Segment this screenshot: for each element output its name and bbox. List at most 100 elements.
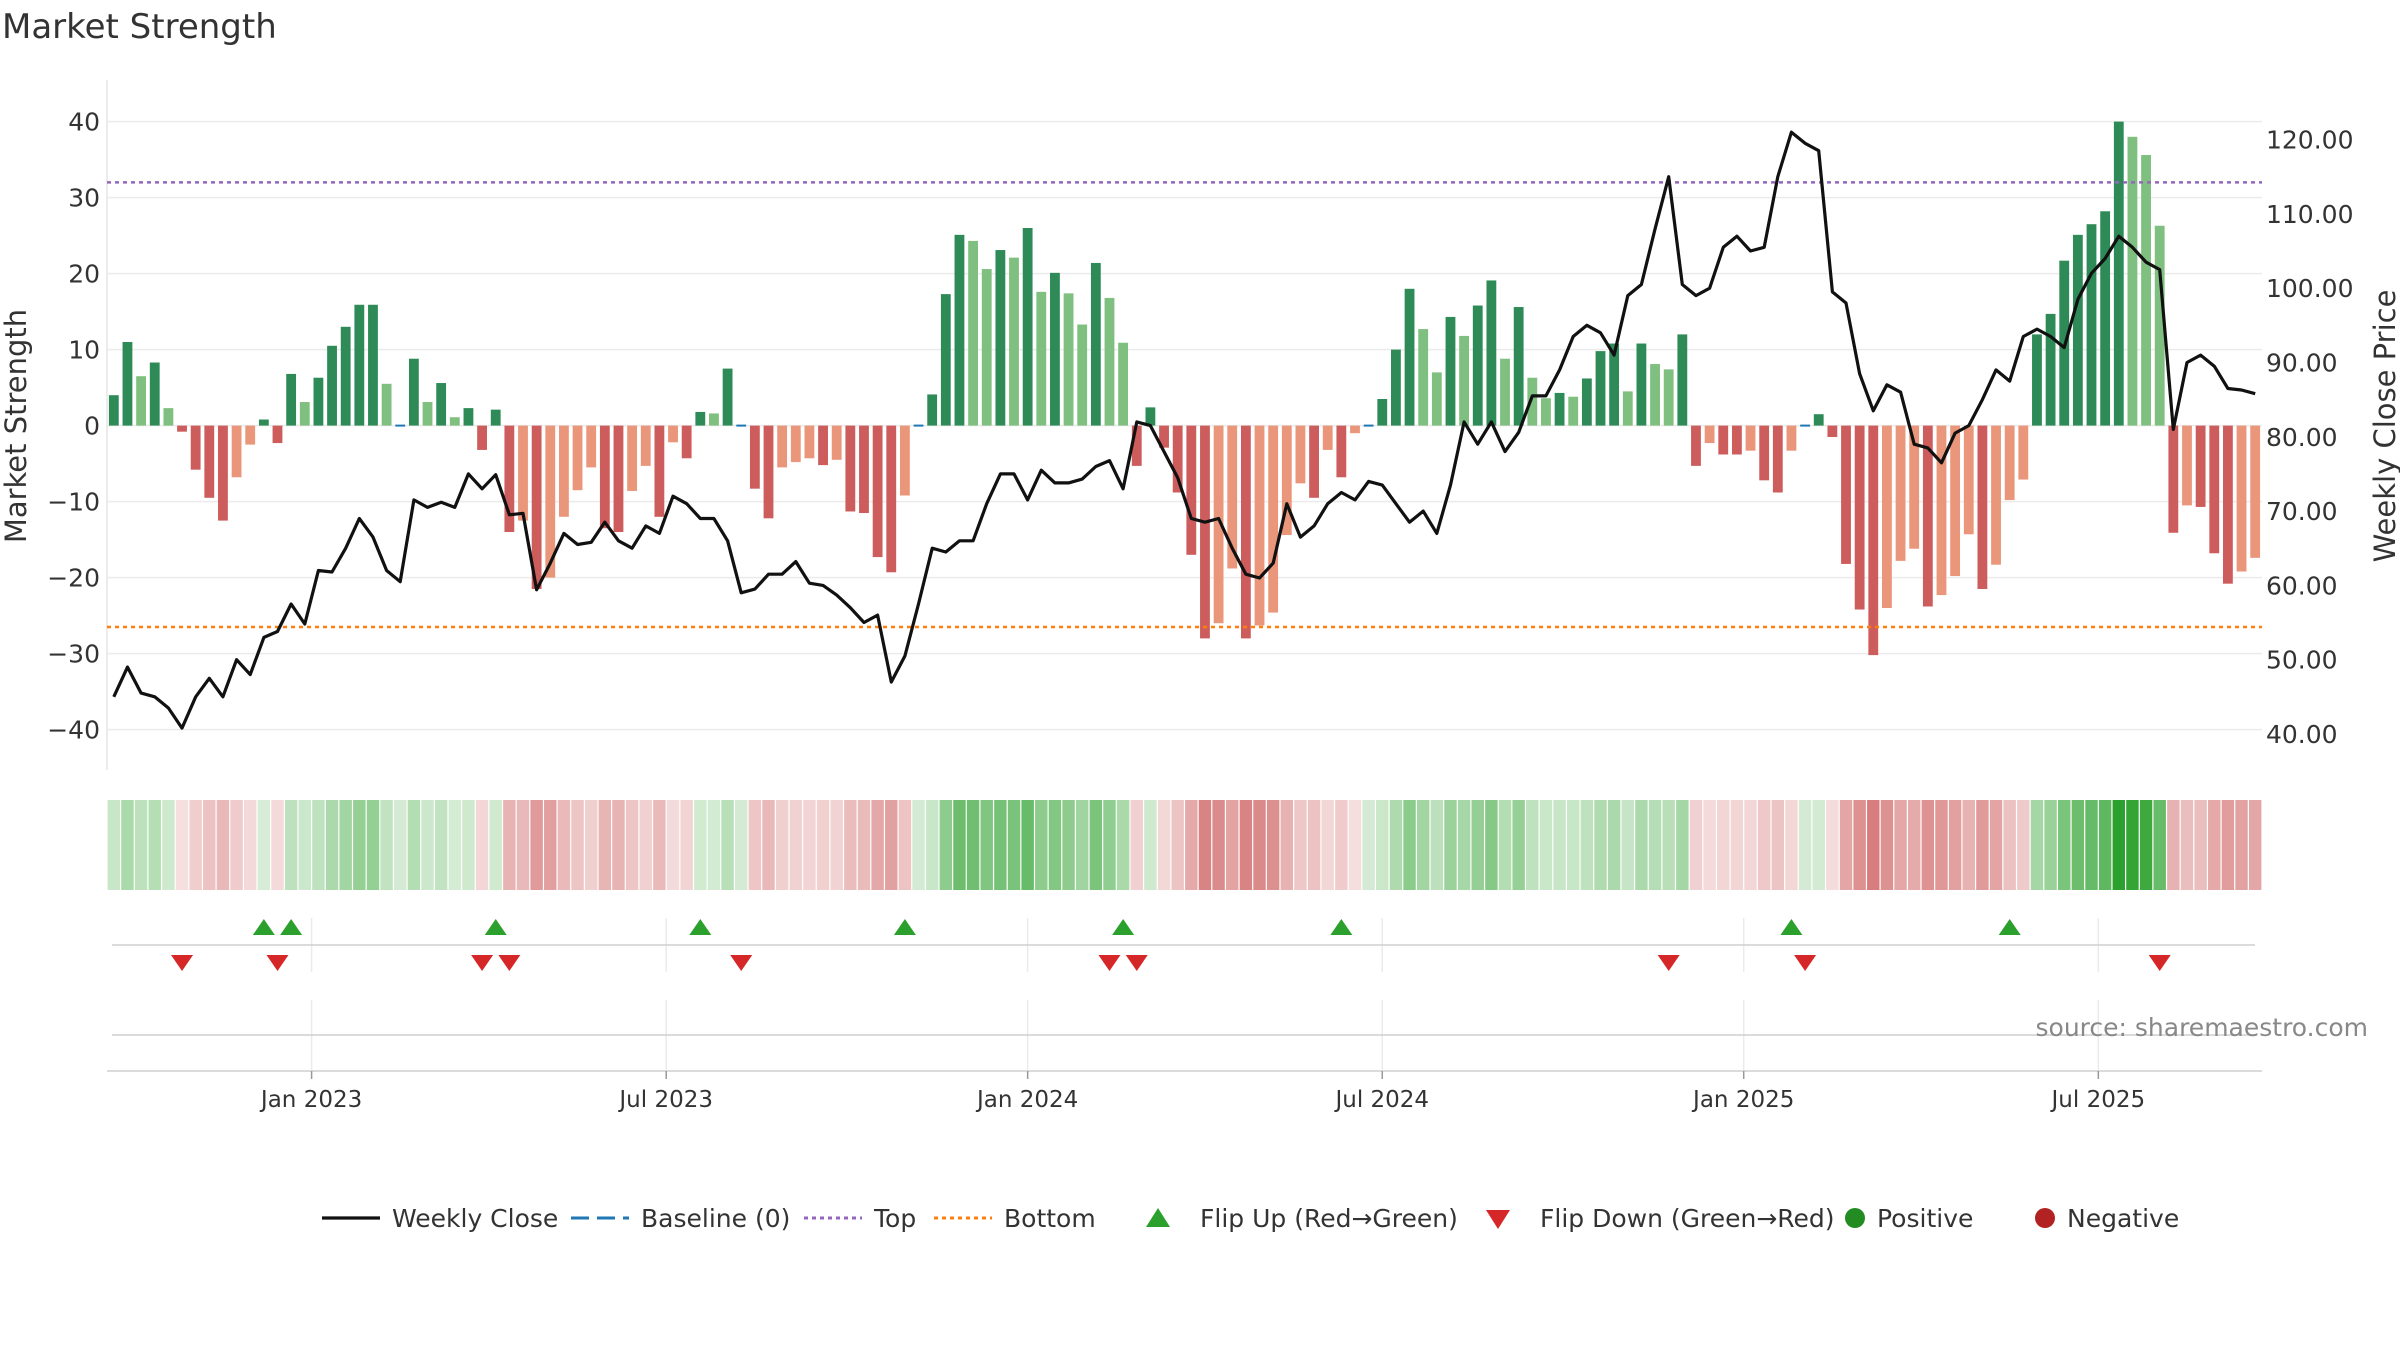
strength-bar — [1186, 425, 1197, 555]
strength-bar — [504, 425, 515, 532]
legend-label: Negative — [2067, 1204, 2179, 1233]
heat-strip-cell — [1198, 800, 1212, 890]
strength-bar — [1963, 425, 1974, 535]
strength-bar — [1295, 425, 1306, 484]
strength-bar — [490, 409, 501, 426]
strength-bar — [954, 234, 965, 426]
strength-bar — [2100, 211, 2111, 426]
strength-bar — [1500, 358, 1510, 426]
strength-bar — [599, 425, 610, 529]
strength-bar — [654, 425, 665, 517]
strength-bar — [1200, 425, 1210, 639]
strength-bar — [1213, 425, 1224, 624]
heat-strip-cell — [1921, 800, 1935, 890]
heat-strip-cell — [1226, 800, 1239, 890]
strength-bar — [1950, 425, 1961, 577]
heat-strip-cell — [2167, 800, 2180, 890]
heat-strip-cell — [1416, 800, 1430, 890]
heat-strip-cell — [243, 800, 257, 890]
heat-strip-cell — [1621, 800, 1634, 890]
flip-down-marker — [266, 955, 289, 971]
heat-strip-cell — [134, 800, 148, 890]
heat-strip-cell — [530, 800, 543, 890]
strength-bar — [1145, 407, 1156, 426]
heat-strip-cell — [1103, 800, 1116, 890]
y2-tick-label: 110.00 — [2266, 200, 2353, 229]
heat-strip-cell — [1976, 800, 1989, 890]
heat-strip-cell — [2044, 800, 2057, 890]
legend-label: Baseline (0) — [641, 1204, 790, 1233]
strength-bar — [927, 394, 938, 426]
strength-bars — [108, 121, 2261, 656]
y-tick-label: 40 — [68, 108, 100, 137]
heat-strip-cell — [1880, 800, 1894, 890]
heat-strip-cell — [571, 800, 584, 890]
flip-up-marker — [1112, 919, 1135, 935]
heat-strip-cell — [203, 800, 216, 890]
y-axis-left: 40 30 20 10 0 −10 −20 −30 −40 — [47, 108, 100, 745]
strength-bar — [1731, 425, 1742, 455]
heat-strip-cell — [2071, 800, 2085, 890]
strength-bar — [818, 425, 828, 466]
strength-bar — [1131, 425, 1142, 466]
heat-strip-cell — [2112, 800, 2126, 890]
heat-strip-cell — [1580, 800, 1594, 890]
heat-strip-cell — [694, 800, 707, 890]
heat-strip-cell — [775, 800, 789, 890]
heat-strip-cell — [1430, 800, 1444, 890]
strength-bar — [2032, 334, 2042, 426]
strength-bar — [408, 358, 419, 426]
flip-down-marker — [2148, 955, 2171, 971]
strength-bar — [1854, 425, 1865, 610]
heat-strip-cell — [2126, 800, 2139, 890]
heat-strip-cell — [612, 800, 625, 890]
strength-bar — [859, 425, 869, 513]
y-tick-label: −40 — [47, 716, 100, 745]
heat-strip-cell — [898, 800, 912, 890]
strength-bar — [1745, 425, 1756, 451]
heat-strip-cell — [189, 800, 202, 890]
y2-tick-label: 60.00 — [2266, 571, 2338, 600]
heat-strip-cell — [1444, 800, 1457, 890]
heat-strip-cell — [1239, 800, 1253, 890]
strength-bar — [559, 425, 569, 517]
flip-up-marker — [689, 919, 712, 935]
legend-positive-swatch — [1845, 1208, 1865, 1228]
strength-bar — [1841, 425, 1851, 564]
heat-strip-cell — [980, 800, 993, 890]
strength-bar — [681, 425, 692, 459]
strength-bar — [177, 425, 187, 432]
y2-tick-label: 80.00 — [2266, 423, 2338, 452]
weekly-close-layer — [112, 130, 2256, 730]
heat-strip-cell — [666, 800, 680, 890]
strength-bar — [245, 425, 256, 445]
strength-bar — [2004, 425, 2015, 501]
strength-bar — [1786, 425, 1797, 451]
strength-bar — [899, 425, 910, 496]
strength-bar — [2209, 425, 2220, 554]
heat-strip-cell — [2017, 800, 2030, 890]
heat-strip-cell — [1485, 800, 1498, 890]
strength-bar — [1445, 316, 1456, 426]
strength-bar — [995, 250, 1006, 426]
strength-bar — [1704, 425, 1715, 444]
strength-bar — [204, 425, 215, 498]
strength-bar — [1009, 257, 1019, 426]
flip-down-marker — [471, 955, 494, 971]
strength-bar — [1472, 305, 1483, 426]
strength-bar — [763, 425, 774, 519]
strength-bar — [1036, 291, 1047, 426]
y-tick-label: 20 — [68, 260, 100, 289]
y2-tick-label: 70.00 — [2266, 497, 2338, 526]
strength-bar — [2086, 224, 2097, 426]
source-label: source: sharemaestro.com — [2036, 1013, 2369, 1042]
heat-strip-cell — [639, 800, 652, 890]
flip-down-marker — [171, 955, 194, 971]
heat-strip-cell — [1839, 800, 1853, 890]
strength-bar — [2168, 425, 2179, 533]
strength-bar — [381, 383, 392, 426]
heat-strip-cell — [162, 800, 175, 890]
x-tick-label: Jan 2025 — [1691, 1087, 1794, 1113]
heat-strip-cell — [312, 800, 325, 890]
